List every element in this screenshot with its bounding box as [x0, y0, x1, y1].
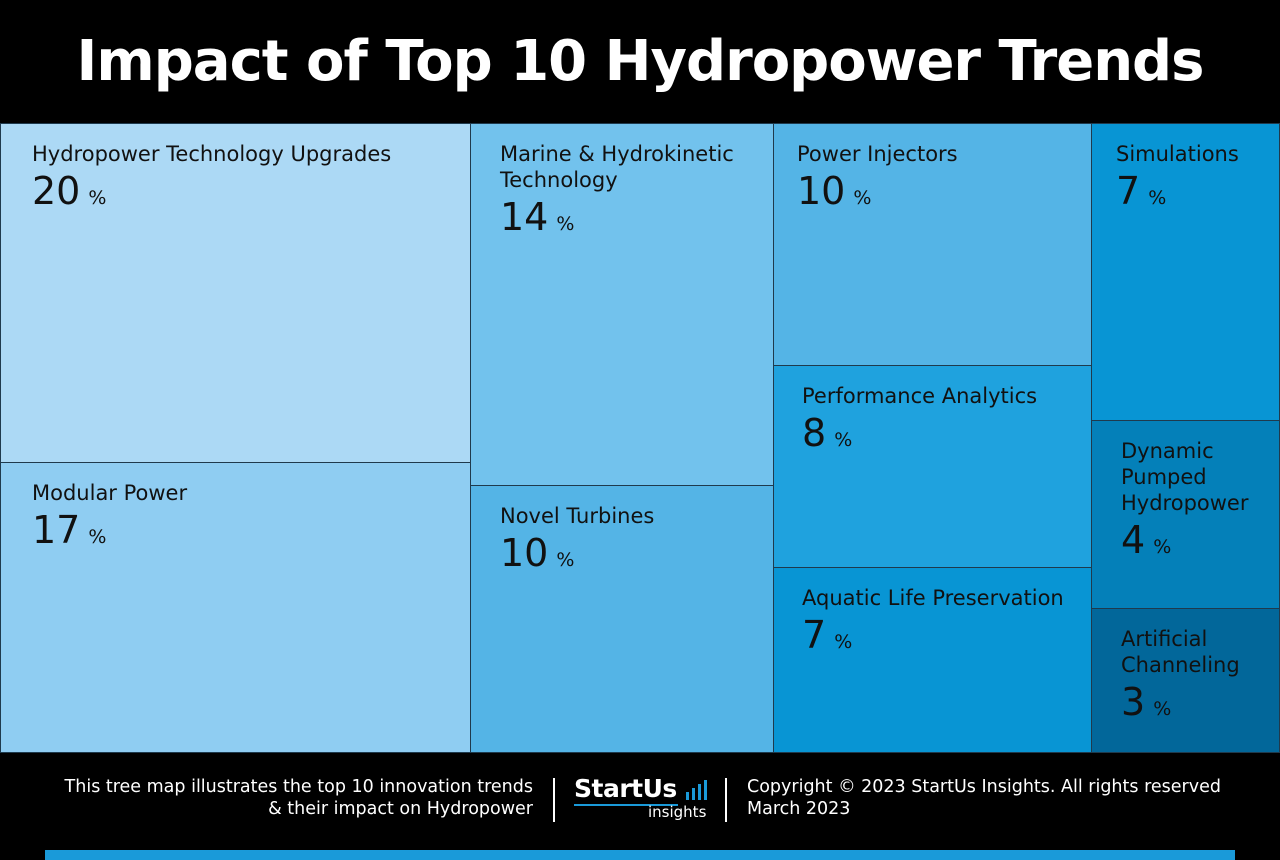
treemap-tile-novel-turbines: Novel Turbines 10%	[470, 485, 774, 753]
publication-date: March 2023	[747, 799, 851, 819]
tile-label: Performance Analytics	[802, 384, 1038, 408]
tile-value-unit: %	[1153, 536, 1172, 558]
logo-subtext: insights	[648, 803, 707, 821]
treemap-tile-marine-hydrokinetic-technology: Marine & Hydrokinetic Technology 14%	[470, 123, 774, 486]
tile-value-number: 20	[32, 169, 81, 213]
tile-value-number: 3	[1121, 680, 1146, 724]
footer-divider-right	[725, 778, 727, 822]
footer-description: This tree map illustrates the top 10 inn…	[0, 776, 533, 820]
startus-insights-logo: StartUs insights	[574, 773, 708, 823]
tile-label: Simulations	[1116, 142, 1239, 166]
bottom-accent-bar	[45, 850, 1235, 860]
tile-value-number: 17	[32, 508, 81, 552]
tile-label: Novel Turbines	[500, 504, 655, 528]
tile-value-number: 10	[500, 531, 549, 575]
tile-value: 10%	[500, 531, 574, 575]
treemap: Hydropower Technology Upgrades 20% Modular…	[0, 123, 1280, 753]
tile-value-number: 10	[797, 169, 846, 213]
tile-value-unit: %	[88, 187, 107, 209]
tile-value: 14%	[500, 195, 574, 239]
tile-label: Hydropower Technology Upgrades	[32, 142, 392, 166]
tile-value: 3%	[1121, 680, 1171, 724]
treemap-tile-aquatic-life-preservation: Aquatic Life Preservation 7%	[773, 567, 1092, 753]
treemap-tile-modular-power: Modular Power 17%	[0, 462, 471, 753]
treemap-tile-artificial-channeling: Artificial Channeling 3%	[1091, 608, 1280, 753]
tile-value-unit: %	[834, 429, 853, 451]
tile-label: Modular Power	[32, 481, 188, 505]
treemap-tile-simulations: Simulations 7%	[1091, 123, 1280, 421]
footer-divider-left	[553, 778, 555, 822]
treemap-tile-performance-analytics: Performance Analytics 8%	[773, 365, 1092, 568]
tile-label: Power Injectors	[797, 142, 958, 166]
tile-value-unit: %	[853, 187, 872, 209]
logo-wordmark: StartUs	[574, 774, 677, 803]
footer-description-text: This tree map illustrates the top 10 inn…	[64, 777, 533, 819]
tile-label: Aquatic Life Preservation	[802, 586, 1064, 610]
tile-value-number: 8	[802, 411, 827, 455]
tile-value-number: 4	[1121, 518, 1146, 562]
tile-value-unit: %	[1148, 187, 1167, 209]
treemap-tile-hydropower-technology-upgrades: Hydropower Technology Upgrades 20%	[0, 123, 471, 463]
tile-value-unit: %	[834, 631, 853, 653]
tile-value: 7%	[1116, 169, 1166, 213]
tile-value-number: 14	[500, 195, 549, 239]
treemap-tile-dynamic-pumped-hydropower: Dynamic Pumped Hydropower 4%	[1091, 420, 1280, 609]
treemap-tile-power-injectors: Power Injectors 10%	[773, 123, 1092, 366]
tile-label: Artificial Channeling	[1121, 627, 1240, 677]
chart-title: Impact of Top 10 Hydropower Trends	[76, 29, 1205, 94]
tile-value-number: 7	[1116, 169, 1141, 213]
tile-value: 4%	[1121, 518, 1171, 562]
tile-value-unit: %	[556, 549, 575, 571]
footer-copyright-block: Copyright © 2023 StartUs Insights. All r…	[747, 776, 1267, 820]
copyright-text: Copyright © 2023 StartUs Insights. All r…	[747, 777, 1221, 797]
tile-value: 20%	[32, 169, 106, 213]
tile-value-unit: %	[556, 213, 575, 235]
tile-value-unit: %	[88, 526, 107, 548]
tile-label: Dynamic Pumped Hydropower	[1121, 439, 1249, 515]
tile-value: 7%	[802, 613, 852, 657]
tile-label: Marine & Hydrokinetic Technology	[500, 142, 734, 192]
tile-value-unit: %	[1153, 698, 1172, 720]
tile-value: 8%	[802, 411, 852, 455]
logo-underline	[574, 804, 678, 806]
tile-value: 17%	[32, 508, 106, 552]
tile-value-number: 7	[802, 613, 827, 657]
bar-chart-icon	[686, 780, 707, 800]
tile-value: 10%	[797, 169, 871, 213]
